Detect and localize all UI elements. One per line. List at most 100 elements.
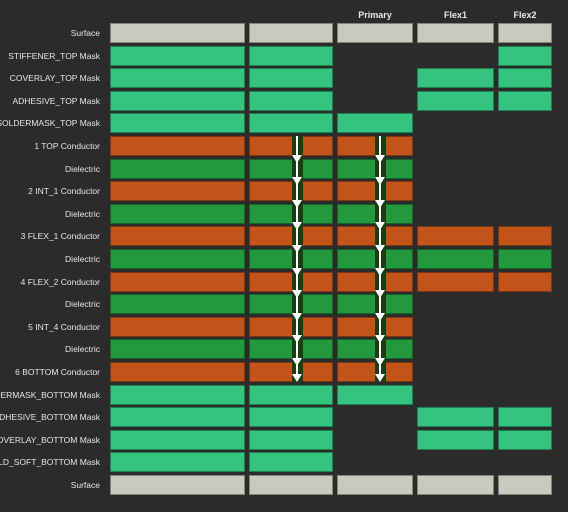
down-arrow-icon [375,374,385,382]
layer-cell-dielectric[interactable] [249,204,333,224]
layer-cell-dielectric[interactable] [249,159,333,179]
layer-cell-mask[interactable] [110,91,245,111]
layer-cell-conductor[interactable] [249,226,333,246]
down-arrow-icon [375,268,385,276]
down-arrow-icon [375,177,385,185]
layer-label-text: Surface [70,480,100,490]
layer-label-text: Dielectric [65,254,100,264]
down-arrow-icon [375,313,385,321]
layer-cell-mask[interactable] [110,452,245,472]
layer-label: Dielectric [0,159,100,179]
layer-cell-surface[interactable] [417,475,494,495]
layer-cell-conductor[interactable] [498,272,552,292]
layer-label: COVERLAY_BOTTOM Mask [0,430,100,450]
down-arrow-icon [375,222,385,230]
layer-cell-mask[interactable] [417,68,494,88]
layer-cell-dielectric[interactable] [110,339,245,359]
via-1[interactable] [292,136,303,382]
layer-label-text: SOLDERMASK_TOP Mask [0,118,100,128]
layer-cell-mask[interactable] [337,385,413,405]
layer-cell-mask[interactable] [249,113,333,133]
down-arrow-icon [375,290,385,298]
layer-cell-conductor[interactable] [249,362,333,382]
layer-label: SOLDERMASK_BOTTOM Mask [0,385,100,405]
layer-cell-mask[interactable] [249,91,333,111]
layer-cell-conductor[interactable] [110,272,245,292]
layer-cell-conductor[interactable] [249,317,333,337]
layer-cell-dielectric[interactable] [249,339,333,359]
layer-cell-mask[interactable] [249,407,333,427]
column-header-flex2: Flex2 [513,10,537,20]
layer-cell-mask[interactable] [249,430,333,450]
layer-cell-mask[interactable] [498,430,552,450]
layer-cell-mask[interactable] [249,68,333,88]
layer-cell-surface[interactable] [337,23,413,43]
layer-cell-dielectric[interactable] [498,249,552,269]
down-arrow-icon [375,358,385,366]
layer-cell-conductor[interactable] [110,181,245,201]
layer-cell-surface[interactable] [417,23,494,43]
layer-label: 1 TOP Conductor [0,136,100,156]
layer-label-text: 1 TOP Conductor [34,141,100,151]
layer-cell-dielectric[interactable] [110,204,245,224]
layer-cell-surface[interactable] [498,475,552,495]
layer-cell-mask[interactable] [417,91,494,111]
layer-label: 4 FLEX_2 Conductor [0,272,100,292]
layer-cell-mask[interactable] [110,46,245,66]
layer-cell-conductor[interactable] [417,226,494,246]
layer-label-text: Surface [70,28,100,38]
layer-cell-conductor[interactable] [110,226,245,246]
layer-cell-mask[interactable] [337,113,413,133]
layer-label-text: ADHESIVE_TOP Mask [12,96,100,106]
layer-cell-mask[interactable] [249,452,333,472]
layer-cell-dielectric[interactable] [110,159,245,179]
layer-label-text: Dielectric [65,299,100,309]
layer-cell-mask[interactable] [249,385,333,405]
layer-cell-conductor[interactable] [417,272,494,292]
down-arrow-icon [292,335,302,343]
layer-cell-mask[interactable] [110,113,245,133]
layer-cell-mask[interactable] [110,385,245,405]
layer-cell-dielectric[interactable] [110,294,245,314]
down-arrow-icon [375,200,385,208]
layer-cell-surface[interactable] [337,475,413,495]
layer-label: Surface [0,475,100,495]
down-arrow-icon [292,177,302,185]
layer-cell-surface[interactable] [110,23,245,43]
layer-cell-conductor[interactable] [249,272,333,292]
layer-cell-mask[interactable] [249,46,333,66]
layer-label: STIFFENER_TOP Mask [0,46,100,66]
layer-label: Dielectric [0,339,100,359]
layer-cell-conductor[interactable] [110,317,245,337]
down-arrow-icon [375,335,385,343]
layer-cell-surface[interactable] [498,23,552,43]
layer-cell-dielectric[interactable] [110,249,245,269]
layer-cell-surface[interactable] [110,475,245,495]
layer-cell-conductor[interactable] [110,362,245,382]
layer-cell-conductor[interactable] [249,136,333,156]
column-header-primary: Primary [358,10,392,20]
layer-cell-dielectric[interactable] [417,249,494,269]
layer-cell-conductor[interactable] [498,226,552,246]
layer-cell-conductor[interactable] [249,181,333,201]
layer-cell-dielectric[interactable] [249,294,333,314]
layer-cell-mask[interactable] [110,68,245,88]
layer-cell-surface[interactable] [249,475,333,495]
layer-cell-surface[interactable] [249,23,333,43]
via-2[interactable] [375,136,386,382]
layer-cell-mask[interactable] [110,430,245,450]
layer-cell-mask[interactable] [417,430,494,450]
layer-cell-mask[interactable] [498,68,552,88]
layer-cell-mask[interactable] [498,407,552,427]
layer-label: ADHESIVE_BOTTOM Mask [0,407,100,427]
layer-label: 2 INT_1 Conductor [0,181,100,201]
layer-cell-mask[interactable] [498,46,552,66]
layer-cell-mask[interactable] [110,407,245,427]
layer-cell-mask[interactable] [417,407,494,427]
layer-cell-mask[interactable] [498,91,552,111]
layer-cell-dielectric[interactable] [249,249,333,269]
via-shaft [379,136,381,376]
layer-cell-conductor[interactable] [110,136,245,156]
column-header-flex1: Flex1 [443,10,467,20]
